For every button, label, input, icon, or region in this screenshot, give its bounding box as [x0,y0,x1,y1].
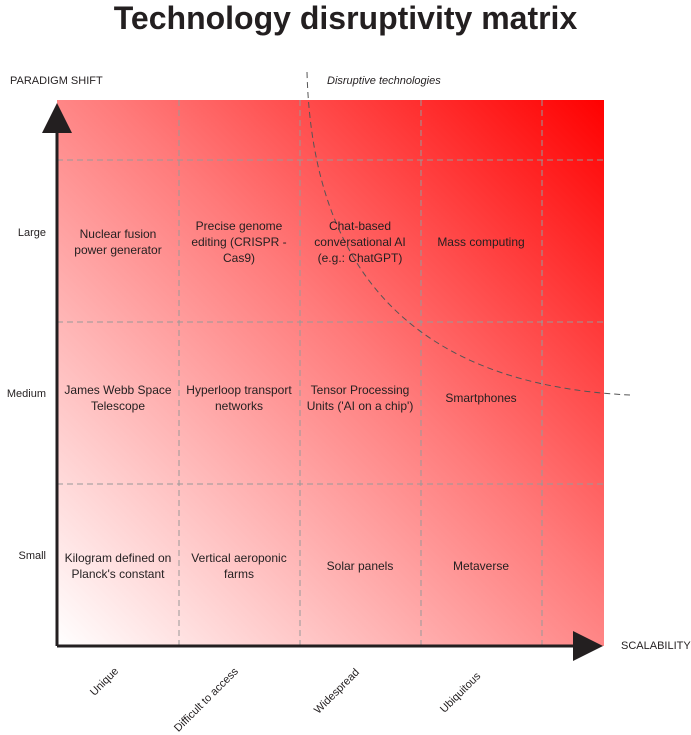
cell-small-ubiquitous: Metaverse [452,559,510,573]
disruptive-zone-boundary [306,71,631,396]
row-label-medium: Medium [6,388,46,400]
grid-lines [57,100,604,646]
disruptive-zone-label: Disruptive technologies [327,75,441,87]
cell-small-difficult-to-access: Vertical aeroponic farms [191,551,287,581]
matrix-background [57,100,604,646]
cell-large-ubiquitous: Mass computing [437,235,525,249]
cell-large-unique: Nuclear fusion power generator [74,227,162,257]
cell-small-unique: Kilogram defined on Planck's constant [64,551,172,581]
row-label-large: Large [17,227,46,239]
y-axis-label: PARADIGM SHIFT [10,75,103,87]
page-title: Technology disruptivity matrix [113,0,578,36]
cell-large-difficult-to-access: Precise genome editing (CRISPR - Cas9) [191,219,287,265]
cell-medium-ubiquitous: Smartphones [445,391,517,405]
row-label-small: Small [18,550,46,562]
cell-medium-unique: James Webb Space Telescope [64,383,172,413]
cell-large-widespread: Chat-based conversational AI (e.g.: Chat… [314,219,406,265]
cell-medium-difficult-to-access: Hyperloop transport networks [186,383,292,413]
x-axis-label: SCALABILITY [621,640,691,652]
cell-small-widespread: Solar panels [326,559,394,573]
cell-medium-widespread: Tensor Processing Units ('AI on a chip') [306,383,414,413]
